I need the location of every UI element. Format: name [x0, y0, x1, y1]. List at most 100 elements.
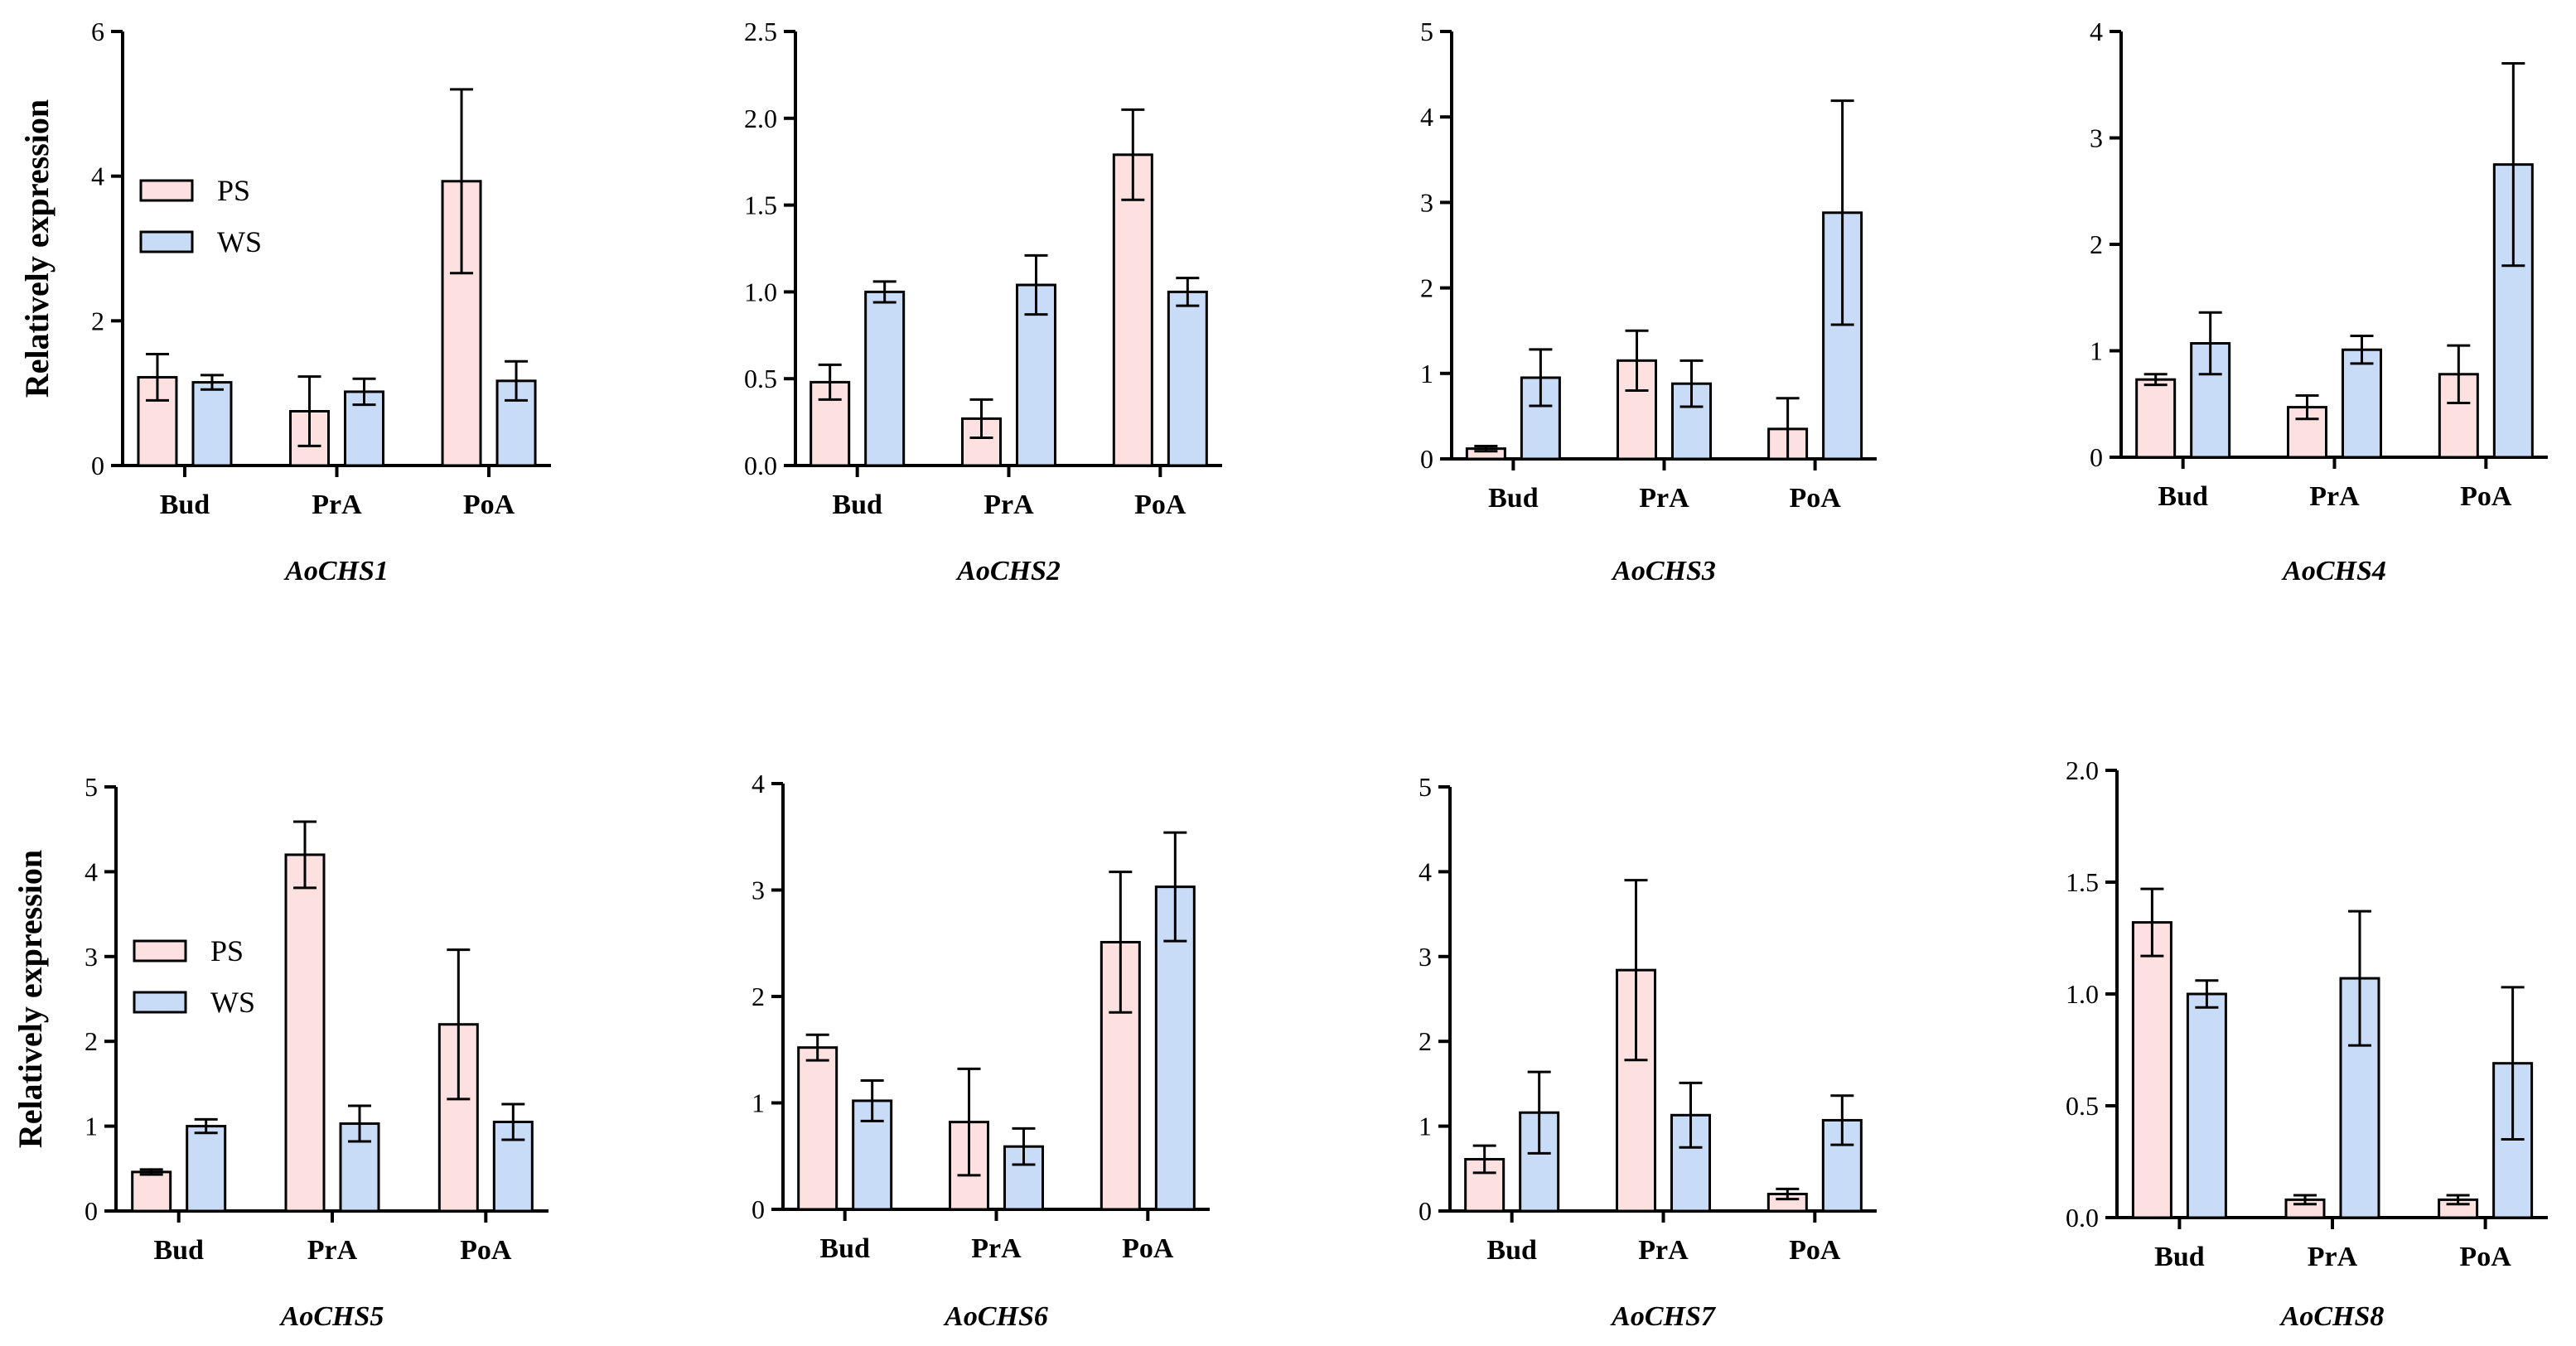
y-tick-label: 3	[85, 942, 98, 972]
gene-title: AoCHS2	[955, 556, 1061, 586]
y-tick-label: 1.5	[744, 191, 777, 220]
y-tick-label: 4	[1418, 856, 1432, 886]
x-tick-label: PoA	[1789, 1235, 1841, 1266]
y-tick-label: 0	[91, 451, 104, 480]
bar-ws-bud	[186, 1125, 227, 1213]
legend-label-ws: WS	[217, 225, 262, 258]
y-tick-label: 3	[752, 876, 765, 905]
x-tick-label: Bud	[2154, 1242, 2205, 1272]
x-tick-label: PoA	[463, 490, 515, 520]
y-tick-label: 3	[1420, 187, 1433, 217]
legend-swatch-ps	[133, 939, 187, 962]
y-tick-label: 1	[85, 1112, 98, 1141]
bar-ws-bud	[191, 381, 233, 467]
x-tick-label: Bud	[2158, 481, 2208, 512]
y-tick-label: 1.0	[2066, 979, 2099, 1009]
y-tick-label: 4	[1420, 102, 1433, 132]
y-tick-label: 1	[2090, 336, 2103, 366]
y-tick-label: 6	[91, 17, 104, 46]
bar-ws-pra	[2342, 348, 2382, 459]
x-tick-label: PoA	[1122, 1233, 1174, 1264]
chart-panel-7: 0 1 2 3 4 5 Bud PrA PoA AoCHS7	[1418, 772, 1877, 1332]
bar-ws-poa	[1167, 290, 1208, 467]
x-tick-label: PrA	[312, 490, 362, 520]
x-tick-label: PrA	[1638, 1235, 1689, 1266]
x-tick-label: PrA	[984, 490, 1034, 520]
legend-swatch-ws	[139, 230, 194, 253]
gene-title: AoCHS5	[279, 1301, 384, 1332]
chart-panel-1: 0 2 4 6 Bud PrA PoA AoCHS1 Relatively expression…	[18, 17, 551, 586]
y-tick-label: 0.0	[744, 451, 777, 480]
bar-ps-poa	[1112, 153, 1153, 467]
y-tick-label: 1.0	[744, 277, 777, 306]
x-tick-label: Bud	[160, 490, 210, 520]
y-tick-label: 2.5	[744, 17, 777, 46]
bar-ps-bud	[797, 1046, 839, 1211]
y-tick-label: 2	[91, 306, 104, 335]
y-tick-label: 2.0	[744, 104, 777, 133]
x-tick-label: PrA	[2308, 1242, 2358, 1272]
y-tick-label: 4	[2090, 17, 2103, 46]
y-tick-label: 5	[1418, 772, 1432, 802]
y-tick-label: 0	[1420, 444, 1433, 474]
x-tick-label: PrA	[2309, 481, 2360, 512]
chart-panel-4: 0 1 2 3 4 Bud PrA PoA AoCHS4	[2090, 17, 2548, 586]
legend-label-ps: PS	[210, 934, 244, 967]
y-tick-label: 4	[752, 769, 765, 798]
x-tick-label: PoA	[1134, 490, 1187, 520]
gene-title: AoCHS3	[1611, 556, 1716, 586]
gene-title: AoCHS4	[2281, 556, 2386, 586]
y-tick-label: 1	[1418, 1112, 1432, 1141]
y-tick-label: 2	[85, 1026, 98, 1056]
bar-ps-bud	[2131, 921, 2172, 1219]
legend-swatch-ws	[133, 991, 187, 1014]
bar-ws-bud	[2186, 992, 2227, 1219]
y-tick-label: 1	[1420, 359, 1433, 388]
bar-ps-bud	[2135, 378, 2177, 459]
y-tick-label: 0.0	[2066, 1203, 2099, 1233]
gene-title: AoCHS1	[283, 556, 389, 586]
x-tick-label: PrA	[971, 1233, 1022, 1264]
x-tick-label: PoA	[2460, 481, 2512, 512]
y-tick-label: 0	[752, 1194, 765, 1224]
x-tick-label: Bud	[819, 1233, 870, 1264]
bar-ps-pra	[284, 853, 326, 1213]
y-tick-label: 0	[1418, 1196, 1432, 1226]
y-tick-label: 2	[2090, 229, 2103, 259]
x-tick-label: PoA	[460, 1235, 512, 1266]
y-tick-label: 3	[2090, 123, 2103, 153]
chart-panel-8: 0.0 0.5 1.0 1.5 2.0 Bud PrA PoA AoCHS8	[2066, 755, 2548, 1332]
x-tick-label: Bud	[1488, 483, 1539, 514]
bar-ws-poa	[1821, 1118, 1863, 1213]
x-tick-label: PrA	[307, 1235, 358, 1266]
chart-panel-6: 0 1 2 3 4 Bud PrA PoA AoCHS6	[752, 769, 1210, 1332]
y-tick-label: 0	[2090, 442, 2103, 472]
legend-label-ws: WS	[210, 986, 255, 1019]
chart-panel-2: 0.0 0.5 1.0 1.5 2.0 2.5 Bud PrA PoA AoCHS2	[744, 17, 1222, 586]
legend-swatch-ps	[139, 179, 194, 202]
gene-title: AoCHS6	[943, 1301, 1048, 1332]
bar-ps-bud	[131, 1170, 172, 1213]
y-tick-label: 0.5	[2066, 1091, 2099, 1121]
x-tick-label: PoA	[2459, 1242, 2511, 1272]
y-tick-label: 1	[752, 1088, 765, 1118]
y-tick-label: 2.0	[2066, 755, 2099, 785]
bar-ws-bud	[864, 290, 906, 467]
gene-title: AoCHS7	[1610, 1301, 1717, 1332]
legend-label-ps: PS	[217, 174, 250, 207]
y-tick-label: 0.5	[744, 364, 777, 393]
x-tick-label: PoA	[1789, 483, 1841, 514]
x-tick-label: Bud	[1486, 1235, 1537, 1266]
y-tick-label: 5	[1420, 17, 1433, 46]
y-tick-label: 5	[85, 772, 98, 802]
x-tick-label: Bud	[153, 1235, 204, 1266]
y-axis-title: Relatively expression	[18, 99, 56, 398]
x-tick-label: PrA	[1639, 483, 1689, 514]
y-tick-label: 2	[1418, 1026, 1432, 1056]
chart-panel-3: 0 1 2 3 4 5 Bud PrA PoA AoCHS3	[1420, 17, 1877, 586]
y-tick-label: 2	[752, 982, 765, 1011]
x-tick-label: Bud	[832, 490, 882, 520]
chart-panel-5: 0 1 2 3 4 5 Bud PrA PoA AoCHS5 Relatively expressi…	[12, 772, 549, 1332]
y-tick-label: 4	[85, 856, 98, 886]
